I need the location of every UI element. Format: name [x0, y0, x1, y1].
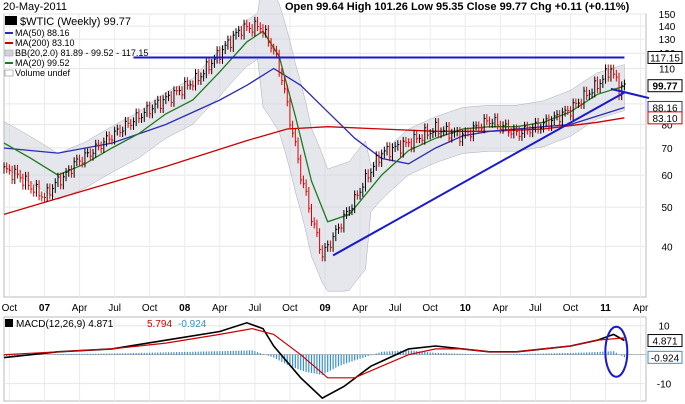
- highlight-ellipse: [604, 325, 629, 378]
- bb-swatch: [4, 49, 14, 57]
- macd-hist-value-tag: -0.924: [651, 353, 680, 364]
- legend: $WTIC (Weekly) 99.77 MA(50) 88.16 MA(200…: [4, 16, 148, 78]
- macd-axis: 100-104.871-0.924: [647, 322, 683, 391]
- macd-legend-hist: -0.924: [178, 319, 207, 330]
- ma20-line: [3, 30, 625, 223]
- resistance-price-tag-box: [647, 50, 683, 64]
- last-price-tag: 99.77: [652, 82, 677, 93]
- signal-line: [3, 327, 625, 379]
- macd-tick-label: -10: [657, 380, 672, 391]
- time-tick-label: Oct: [563, 303, 579, 314]
- time-axis: Oct 07 Apr Jul Oct 08 Apr Jul Oct 09 Apr Jul Oct 10 Ap…: [2, 303, 649, 314]
- time-tick-label: Apr: [212, 303, 228, 314]
- macd-swatch: [5, 319, 13, 327]
- price-tick-label: 150: [659, 10, 676, 21]
- support-trendline: [332, 91, 625, 257]
- legend-ma200: MA(200) 83.10: [15, 38, 75, 48]
- macd-value-tag-box: [647, 334, 683, 348]
- time-tick-label: Apr: [352, 303, 368, 314]
- legend-ma50: MA(50) 88.16: [15, 28, 70, 38]
- ma200-price-tag: 83.10: [652, 114, 677, 125]
- resistance-price-tag: 117.15: [650, 53, 680, 64]
- price-tick-label: 140: [659, 22, 676, 33]
- legend-ma20: MA(20) 99.52: [15, 58, 70, 68]
- symbol-swatch: [5, 16, 17, 25]
- last-price-tag-box: [647, 79, 683, 93]
- time-tick-label: Jul: [529, 303, 542, 314]
- time-tick-label: 08: [179, 303, 191, 314]
- ohlc-readout: Open 99.64 High 101.26 Low 95.35 Close 9…: [285, 1, 630, 13]
- volume-swatch: [4, 69, 14, 77]
- macd-legend: MACD(12,26,9) 4.871 5.794 -0.924: [5, 319, 207, 330]
- macd-series: [3, 321, 646, 400]
- macd-tick-label: 10: [658, 322, 670, 333]
- time-tick-label: Jul: [248, 303, 261, 314]
- support-trendline-extension: [610, 87, 650, 100]
- time-tick-label: 07: [39, 303, 51, 314]
- time-tick-label: Apr: [633, 303, 649, 314]
- ma200-price-tag-box: [647, 111, 683, 125]
- moving-averages: [3, 30, 625, 223]
- time-tick-label: Oct: [142, 303, 158, 314]
- time-tick-label: Oct: [282, 303, 298, 314]
- price-axis: 405060708090110120130140150: [659, 10, 676, 253]
- time-tick-label: Jul: [389, 303, 402, 314]
- macd-value-tag: 4.871: [652, 337, 677, 348]
- trendlines: [133, 56, 650, 257]
- price-tick-label: 130: [659, 35, 676, 46]
- price-tick-label: 70: [661, 144, 673, 155]
- ma200-line: [3, 117, 625, 216]
- time-tick-label: Apr: [493, 303, 509, 314]
- legend-volume: Volume undef: [15, 68, 71, 78]
- ma50-price-tag: 88.16: [652, 103, 677, 114]
- time-tick-label: 10: [460, 303, 472, 314]
- macd-hist-value-tag-box: [647, 350, 683, 364]
- legend-symbol: $WTIC (Weekly) 99.77: [20, 16, 131, 28]
- price-tick-label: 80: [661, 121, 673, 132]
- price-series: [3, 16, 626, 262]
- time-tick-label: Oct: [2, 303, 18, 314]
- legend-bb: BB(20,2.0) 81.89 - 99.52 - 117.15: [15, 48, 148, 58]
- chart-date: 20-May-2011: [3, 1, 67, 13]
- price-tick-label: 40: [661, 242, 673, 253]
- macd-legend-main: MACD(12,26,9) 4.871: [16, 319, 114, 330]
- price-tick-label: 50: [661, 203, 673, 214]
- time-tick-label: Apr: [72, 303, 88, 314]
- ma50-line: [3, 67, 625, 165]
- time-tick-label: Jul: [108, 303, 121, 314]
- price-tick-label: 110: [659, 65, 675, 76]
- time-tick-label: 11: [600, 303, 611, 314]
- price-tick-label: 60: [661, 171, 673, 182]
- macd-legend-signal: 5.794: [147, 319, 172, 330]
- time-tick-label: 09: [319, 303, 331, 314]
- time-tick-label: Oct: [422, 303, 438, 314]
